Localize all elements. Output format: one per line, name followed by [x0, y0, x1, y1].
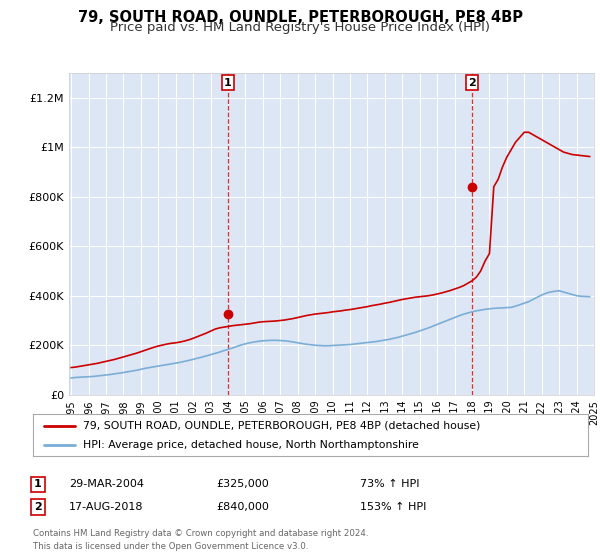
Text: 79, SOUTH ROAD, OUNDLE, PETERBOROUGH, PE8 4BP (detached house): 79, SOUTH ROAD, OUNDLE, PETERBOROUGH, PE…	[83, 421, 481, 431]
Text: 17-AUG-2018: 17-AUG-2018	[69, 502, 143, 512]
Text: 1: 1	[34, 479, 41, 489]
Text: 153% ↑ HPI: 153% ↑ HPI	[360, 502, 427, 512]
Text: Price paid vs. HM Land Registry's House Price Index (HPI): Price paid vs. HM Land Registry's House …	[110, 21, 490, 34]
Text: 2: 2	[468, 78, 476, 87]
Text: This data is licensed under the Open Government Licence v3.0.: This data is licensed under the Open Gov…	[33, 542, 308, 550]
Text: Contains HM Land Registry data © Crown copyright and database right 2024.: Contains HM Land Registry data © Crown c…	[33, 529, 368, 538]
Text: HPI: Average price, detached house, North Northamptonshire: HPI: Average price, detached house, Nort…	[83, 440, 419, 450]
Text: 73% ↑ HPI: 73% ↑ HPI	[360, 479, 419, 489]
Text: £840,000: £840,000	[216, 502, 269, 512]
Text: £325,000: £325,000	[216, 479, 269, 489]
Text: 1: 1	[224, 78, 232, 87]
Text: 2: 2	[34, 502, 41, 512]
Text: 79, SOUTH ROAD, OUNDLE, PETERBOROUGH, PE8 4BP: 79, SOUTH ROAD, OUNDLE, PETERBOROUGH, PE…	[77, 10, 523, 25]
Text: 29-MAR-2004: 29-MAR-2004	[69, 479, 144, 489]
